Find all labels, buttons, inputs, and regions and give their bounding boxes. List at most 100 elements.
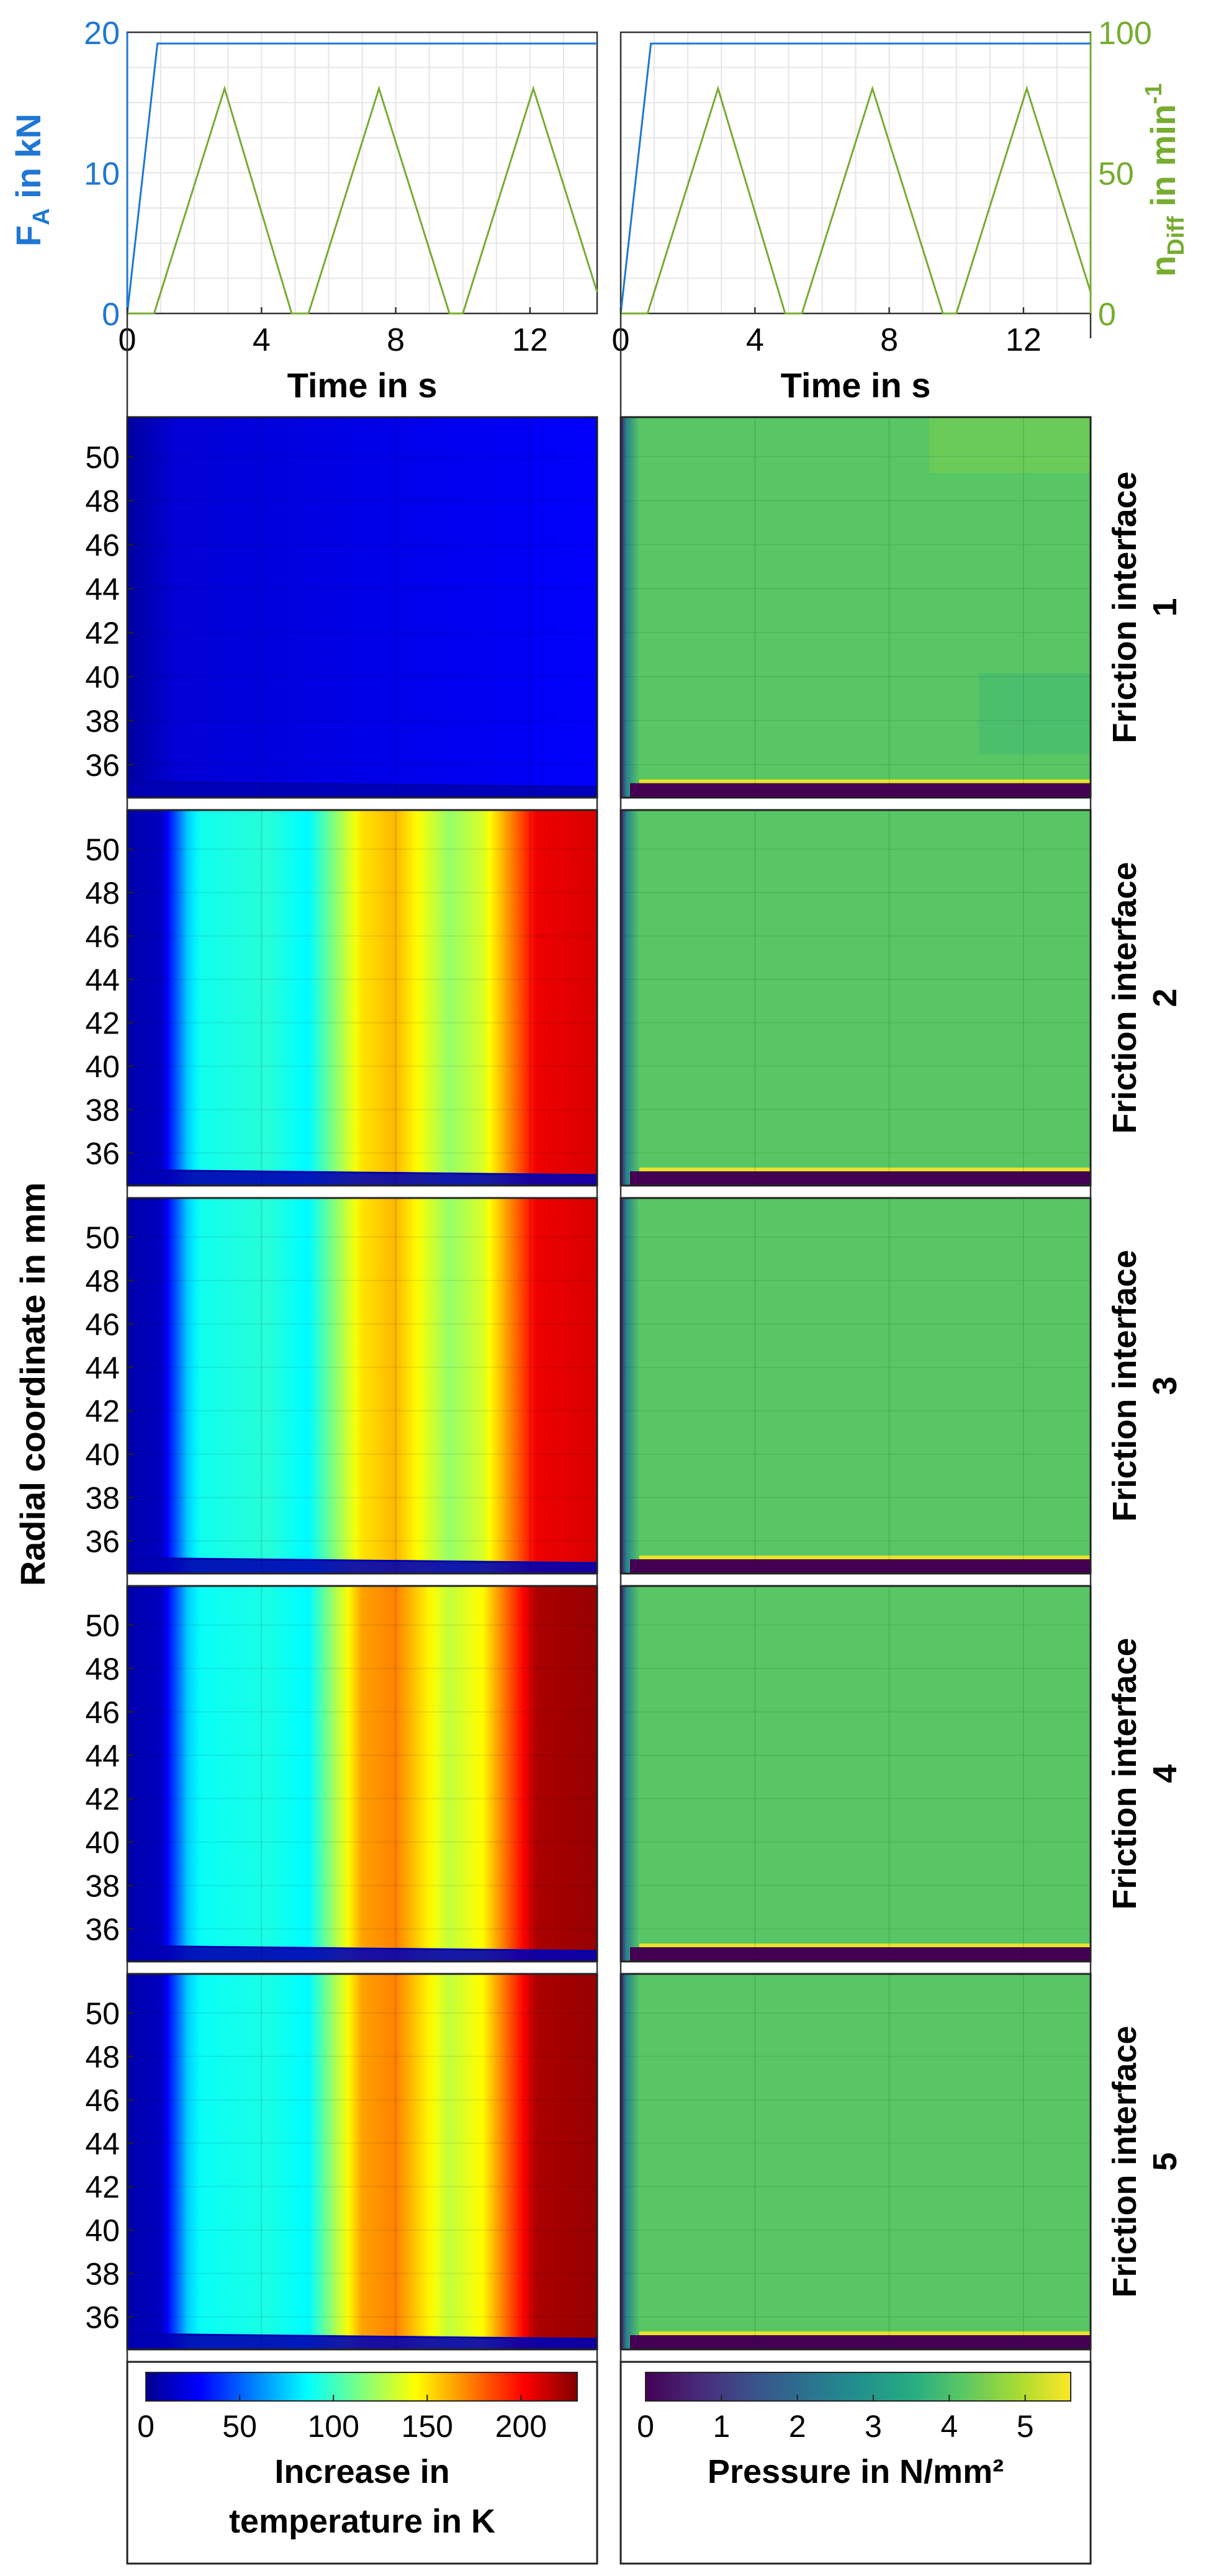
y-tick-label: 48	[85, 876, 120, 911]
series-line-f-a	[619, 42, 1091, 314]
plot-frame	[619, 809, 1092, 1187]
row-label: Friction interface	[1106, 1250, 1143, 1521]
row-label: Friction interface	[1106, 2025, 1143, 2297]
temperature-map-2: 36 38 40 42 44 46 48 50	[85, 809, 598, 1187]
x-axis-label: Time in s	[287, 366, 438, 405]
colorbar-tick-label: 0	[637, 2409, 654, 2444]
right-tick-label: 50	[1098, 156, 1134, 192]
y-tick-label: 50	[85, 1608, 120, 1643]
y-tick-label: 46	[85, 2083, 120, 2118]
temperature-map-1: 36 38 40 42 44 46 48 50	[85, 416, 598, 799]
colorbar-gradient	[645, 2372, 1071, 2402]
temperature-edge-line	[127, 781, 598, 788]
y-tick-label: 42	[85, 2170, 120, 2205]
y-tick-label: 48	[85, 2040, 120, 2074]
pressure-edge-line	[639, 779, 1091, 783]
colorbar-tick-label: 2	[789, 2409, 806, 2444]
pressure-map-4	[619, 1585, 1092, 1963]
y-tick-label: 44	[85, 963, 120, 998]
left-tick-label: 20	[84, 16, 120, 52]
row-number: 5	[1146, 2152, 1184, 2171]
pressure-field	[621, 1198, 1091, 1574]
y-tick-label: 40	[85, 1438, 120, 1472]
y-tick-label: 44	[85, 1739, 120, 1773]
colorbar-tick-label: 100	[307, 2409, 359, 2444]
y-tick-label: 50	[85, 1996, 120, 2031]
plot-frame	[619, 1585, 1092, 1963]
pressure-map-2	[619, 809, 1092, 1187]
temperature-colorbar: 0 50 100 150 200 Increase in temperature in K	[126, 2361, 598, 2565]
temperature-edge-line	[127, 2333, 598, 2340]
pressure-inner-edge	[630, 783, 1091, 798]
right-axis-label: nDiff in min-1	[1141, 83, 1189, 277]
pressure-field-highlight	[929, 417, 1091, 473]
colorbar-gradient	[145, 2372, 578, 2402]
y-tick-label: 38	[85, 1481, 120, 1516]
temperature-map-3: 36 38 40 42 44 46 48 50	[85, 1197, 598, 1575]
colorbar-tick-label: 5	[1017, 2409, 1034, 2444]
series-line-n-diff	[621, 85, 1092, 315]
colorbar-tick-label: 200	[495, 2409, 547, 2444]
y-tick-label: 46	[85, 528, 120, 563]
pressure-edge-line	[639, 2331, 1091, 2336]
left-tick-label: 0	[102, 297, 120, 333]
y-tick-label: 50	[85, 1220, 120, 1255]
pressure-inner-edge	[630, 1171, 1091, 1186]
plot-frame	[619, 416, 1092, 799]
pressure-field	[621, 1974, 1091, 2349]
y-tick-label: 48	[85, 1264, 120, 1299]
temperature-edge-line	[127, 1945, 598, 1952]
plot-frame	[126, 809, 598, 1187]
y-tick-label: 36	[85, 2300, 120, 2335]
temperature-field	[127, 810, 597, 1186]
x-axis-label: Time in s	[781, 366, 931, 405]
pressure-edge-line	[639, 1168, 1091, 1172]
colorbar-tick-label: 3	[865, 2409, 882, 2444]
series-line-f-a	[126, 42, 597, 314]
x-tick-label: 4	[746, 322, 764, 358]
y-tick-label: 40	[85, 2213, 120, 2248]
y-tick-label: 36	[85, 1912, 120, 1947]
x-tick-label: 12	[512, 322, 548, 358]
colorbar-tick-label: 1	[713, 2409, 730, 2444]
pressure-map-5	[619, 1973, 1092, 2351]
plot-frame	[619, 1197, 1092, 1575]
y-tick-label: 46	[85, 919, 120, 954]
y-tick-label: 38	[85, 1093, 120, 1128]
pressure-field	[621, 1586, 1091, 1961]
x-tick-label: 4	[253, 322, 271, 358]
y-tick-label: 40	[85, 1826, 120, 1860]
temperature-field	[127, 1586, 597, 1961]
y-tick-label: 42	[85, 1782, 120, 1817]
y-tick-label: 36	[85, 1137, 120, 1171]
x-tick-label: 8	[880, 322, 898, 358]
colorbar-tick-label: 0	[137, 2409, 155, 2444]
temperature-map-5: 36 38 40 42 44 46 48 50	[85, 1973, 598, 2351]
temperature-map-4: 36 38 40 42 44 46 48 50	[85, 1585, 598, 1963]
row-number: 1	[1146, 598, 1184, 616]
y-tick-label: 50	[85, 832, 120, 867]
y-tick-label: 38	[85, 2257, 120, 2292]
temperature-field	[127, 417, 597, 798]
plot-frame	[126, 416, 598, 799]
pressure-field	[621, 810, 1091, 1186]
colorbar-tick-label: 50	[222, 2409, 257, 2444]
temperature-edge-line	[127, 1557, 598, 1564]
y-tick-label: 36	[85, 1524, 120, 1559]
plot-frame	[126, 1973, 598, 2351]
row-number: 3	[1146, 1376, 1184, 1395]
temperature-field	[127, 1198, 597, 1574]
colorbar-label: Pressure in N/mm²	[708, 2453, 1004, 2490]
pressure-edge-line	[639, 1556, 1091, 1560]
y-tick-label: 42	[85, 1006, 120, 1041]
row-label: Friction interface	[1106, 471, 1143, 743]
y-tick-label: 46	[85, 1307, 120, 1342]
y-tick-label: 40	[85, 1050, 120, 1084]
plot-frame	[126, 1197, 598, 1575]
y-tick-label: 50	[85, 440, 120, 475]
pressure-edge-line	[639, 1943, 1091, 1948]
row-number: 4	[1146, 1764, 1184, 1783]
right-tick-label: 0	[1098, 297, 1116, 333]
